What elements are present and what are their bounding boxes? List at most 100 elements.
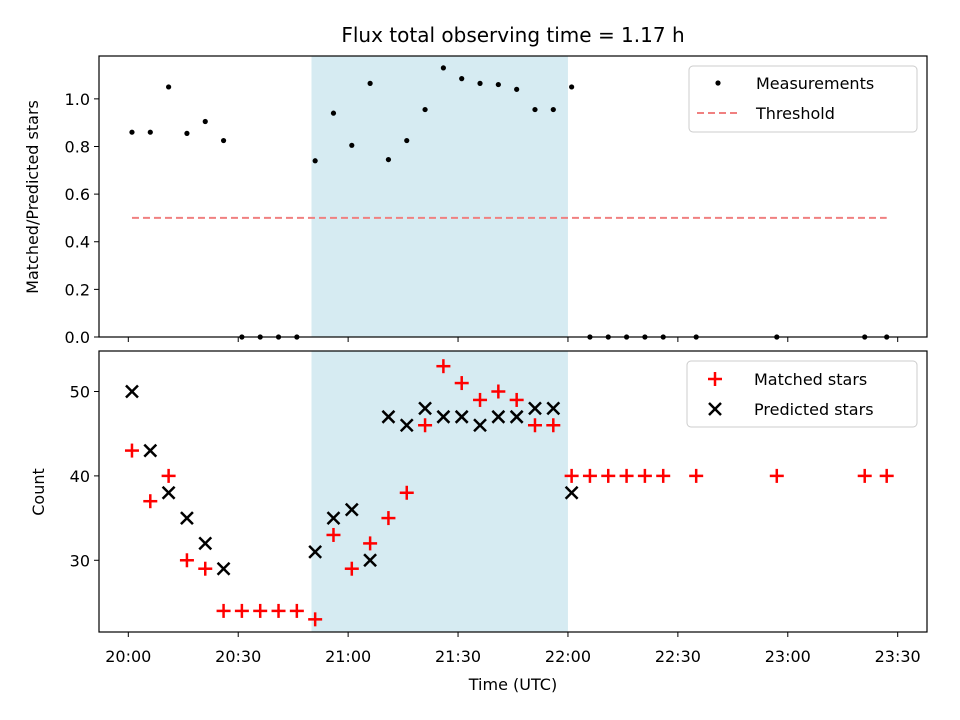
predicted-star-point xyxy=(198,536,213,551)
measurement-point xyxy=(569,84,575,90)
bottom-y-axis-label: Count xyxy=(29,468,48,516)
matched-star-point xyxy=(271,603,286,618)
measurement-point xyxy=(166,84,172,90)
measurement-point xyxy=(129,129,135,135)
predicted-star-point xyxy=(454,409,469,424)
predicted-star-point xyxy=(180,511,194,525)
matched-star-point xyxy=(143,494,158,509)
predicted-star-point xyxy=(326,511,341,525)
top-y-tick-label: 0.4 xyxy=(65,233,90,252)
top-axes-frame xyxy=(98,55,928,338)
measurement-point xyxy=(440,65,446,71)
matched-star-point xyxy=(253,603,268,618)
bottom-axes-frame xyxy=(98,350,928,633)
measurement-point xyxy=(220,137,227,144)
top-axis-ticks: 0.0 0.2 0.4 0.6 0.8 1.0 xyxy=(65,90,899,347)
matched-star-point xyxy=(363,536,378,551)
matched-star-point xyxy=(564,468,579,483)
matched-star-point xyxy=(637,468,652,483)
matched-star-point xyxy=(689,468,704,483)
x-axis-label: Time (UTC) xyxy=(468,675,557,694)
predicted-star-point xyxy=(308,544,323,559)
predicted-star-point xyxy=(381,409,396,424)
top-y-tick-label: 0.2 xyxy=(65,280,90,299)
predicted-star-point xyxy=(491,409,506,424)
matched-star-point xyxy=(234,603,249,618)
measurement-point xyxy=(349,142,355,148)
measurement-point xyxy=(404,137,410,144)
x-tick-label: 21:30 xyxy=(435,647,481,666)
top-legend: Measurements Threshold xyxy=(688,65,918,133)
predicted-star-point xyxy=(436,409,451,424)
matched-star-point xyxy=(436,359,451,374)
matched-star-point xyxy=(381,511,396,526)
predicted-star-point xyxy=(216,561,231,576)
legend-measurements-label: Measurements xyxy=(756,74,874,93)
predicted-star-point xyxy=(399,418,414,433)
x-tick-label: 21:00 xyxy=(325,647,371,666)
predicted-stars-series xyxy=(125,384,579,576)
x-tick-label: 23:00 xyxy=(765,647,811,666)
x-tick-label: 20:30 xyxy=(215,647,261,666)
matched-star-point xyxy=(527,418,542,433)
matched-star-point xyxy=(857,468,872,483)
matched-star-point xyxy=(216,603,231,618)
top-y-axis-label: Matched/Predicted stars xyxy=(23,100,42,294)
predicted-star-point xyxy=(546,401,561,416)
predicted-star-point xyxy=(473,418,487,433)
predicted-star-point xyxy=(509,409,524,424)
bottom-axis-ticks: 30 40 50 20:00 20:30 21:00 21:30 22:00 22:30 23:0… xyxy=(70,383,921,666)
legend-predicted-marker xyxy=(708,402,722,416)
measurement-point xyxy=(147,129,153,135)
measurement-point xyxy=(202,118,208,125)
measurement-point xyxy=(477,80,483,86)
measurement-point xyxy=(495,81,501,88)
legend-measurements-marker xyxy=(715,80,721,86)
measurement-point xyxy=(532,106,538,113)
legend-threshold-label: Threshold xyxy=(755,104,835,123)
top-y-tick-label: 0.8 xyxy=(65,137,90,156)
measurement-point xyxy=(184,130,190,136)
x-tick-label: 22:30 xyxy=(655,647,701,666)
x-tick-label: 20:00 xyxy=(105,647,151,666)
top-y-tick-label: 1.0 xyxy=(65,90,90,109)
matched-star-point xyxy=(879,468,894,483)
predicted-star-point xyxy=(143,443,158,458)
measurement-point xyxy=(312,158,318,164)
bottom-y-tick-label: 30 xyxy=(70,551,90,570)
measurement-point xyxy=(459,76,465,82)
matched-star-point xyxy=(344,561,359,576)
predicted-star-point xyxy=(564,485,579,500)
matched-star-point xyxy=(491,384,506,399)
legend-matched-label: Matched stars xyxy=(754,370,867,389)
bottom-legend-box xyxy=(686,360,918,428)
legend-predicted-label: Predicted stars xyxy=(754,400,874,419)
matched-star-point xyxy=(619,468,634,483)
predicted-star-point xyxy=(125,384,139,399)
predicted-star-point xyxy=(418,401,432,416)
bottom-panel: 30 40 50 20:00 20:30 21:00 21:30 22:00 22:30 23:0… xyxy=(29,350,928,694)
matched-star-point xyxy=(546,418,561,433)
bottom-y-tick-label: 50 xyxy=(70,383,90,402)
matched-star-point xyxy=(454,376,469,391)
bottom-legend: Matched stars Predicted stars xyxy=(686,360,918,428)
matched-star-point xyxy=(656,468,671,483)
matched-star-point xyxy=(509,392,524,407)
x-tick-label: 23:30 xyxy=(875,647,921,666)
top-legend-box xyxy=(688,65,918,133)
top-observing-interval-shading xyxy=(311,56,568,337)
predicted-star-point xyxy=(363,553,377,568)
matched-star-point xyxy=(308,612,323,627)
measurement-point xyxy=(367,80,373,86)
legend-matched-marker xyxy=(708,372,722,386)
matched-stars-series xyxy=(124,359,894,627)
measurement-point xyxy=(514,86,520,92)
measurement-point xyxy=(550,106,556,113)
measurement-point xyxy=(330,110,337,116)
top-y-tick-label: 0.6 xyxy=(65,185,90,204)
matched-star-point xyxy=(161,468,176,483)
matched-star-point xyxy=(473,392,488,407)
bottom-observing-interval-shading xyxy=(311,351,568,632)
matched-star-point xyxy=(179,553,194,568)
